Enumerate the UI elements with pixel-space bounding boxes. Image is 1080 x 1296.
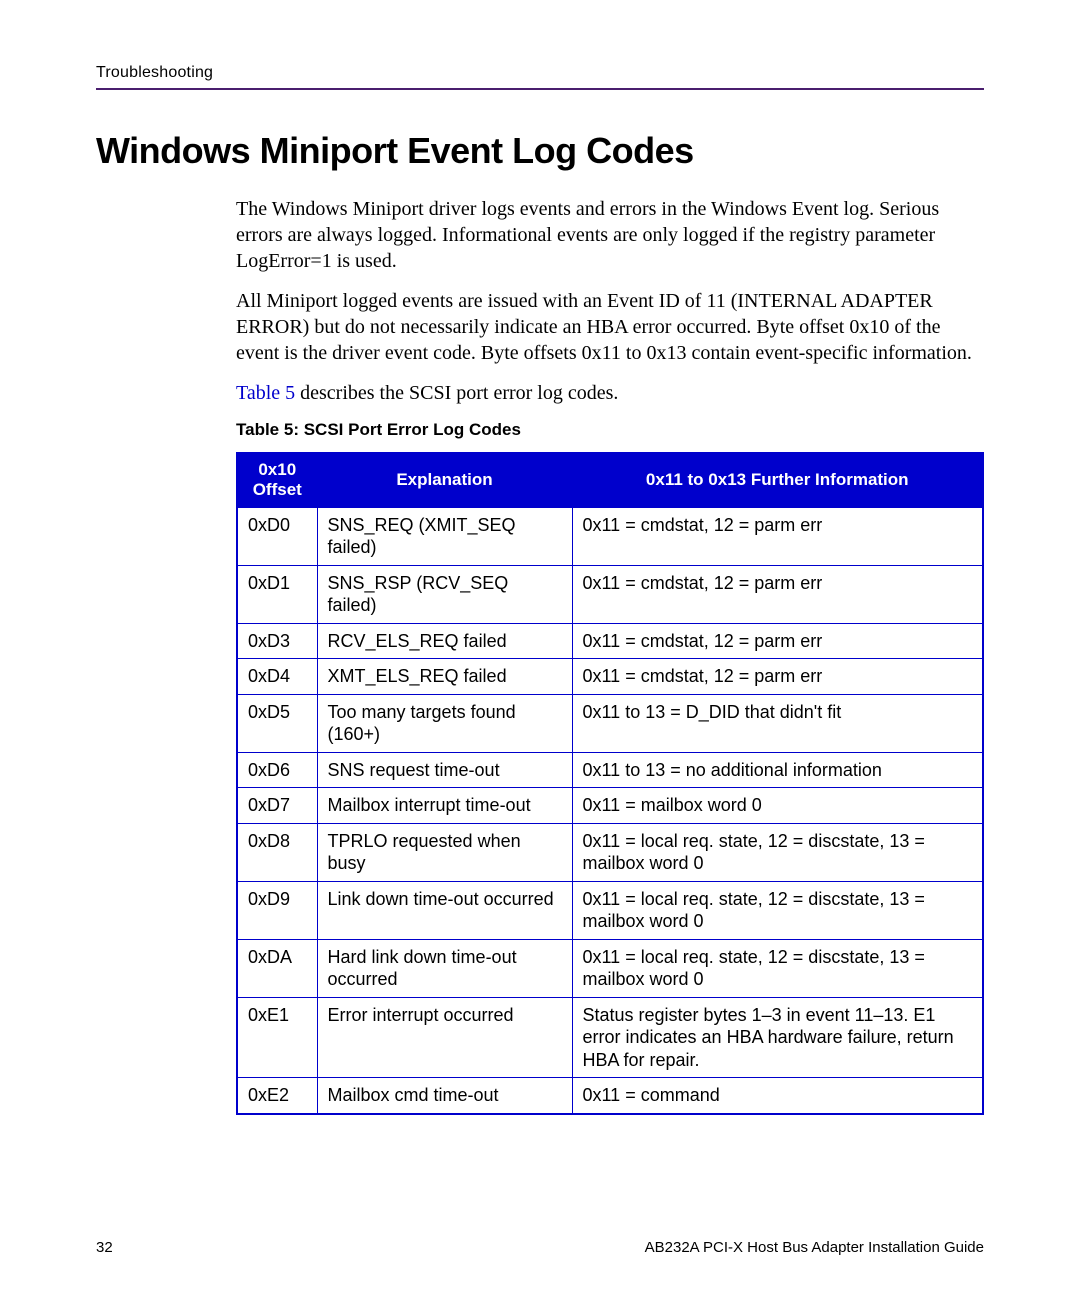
- cell-offset: 0xD5: [237, 694, 317, 752]
- cell-explanation: TPRLO requested when busy: [317, 823, 572, 881]
- cell-offset: 0xDA: [237, 939, 317, 997]
- cell-explanation: RCV_ELS_REQ failed: [317, 623, 572, 659]
- cell-info: 0x11 = local req. state, 12 = discstate,…: [572, 939, 983, 997]
- cell-offset: 0xD8: [237, 823, 317, 881]
- col-header-explanation: Explanation: [317, 453, 572, 507]
- table-row: 0xD6SNS request time-out0x11 to 13 = no …: [237, 752, 983, 788]
- cell-explanation: Error interrupt occurred: [317, 997, 572, 1078]
- table-caption: Table 5: SCSI Port Error Log Codes: [236, 420, 984, 440]
- cell-info: 0x11 = command: [572, 1078, 983, 1114]
- table-row: 0xD4XMT_ELS_REQ failed0x11 = cmdstat, 12…: [237, 659, 983, 695]
- cell-info: 0x11 = local req. state, 12 = discstate,…: [572, 823, 983, 881]
- table-header-row: 0x10 Offset Explanation 0x11 to 0x13 Fur…: [237, 453, 983, 507]
- cell-explanation: Mailbox cmd time-out: [317, 1078, 572, 1114]
- cell-offset: 0xD7: [237, 788, 317, 824]
- cell-explanation: Link down time-out occurred: [317, 881, 572, 939]
- table-row: 0xE2Mailbox cmd time-out0x11 = command: [237, 1078, 983, 1114]
- table-row: 0xDAHard link down time-out occurred0x11…: [237, 939, 983, 997]
- cell-offset: 0xE1: [237, 997, 317, 1078]
- cell-offset: 0xD6: [237, 752, 317, 788]
- page-footer: 32 AB232A PCI-X Host Bus Adapter Install…: [96, 1239, 984, 1256]
- paragraph-2: All Miniport logged events are issued wi…: [236, 288, 984, 366]
- cell-info: 0x11 to 13 = D_DID that didn't fit: [572, 694, 983, 752]
- table-row: 0xE1Error interrupt occurredStatus regis…: [237, 997, 983, 1078]
- cell-info: 0x11 = cmdstat, 12 = parm err: [572, 507, 983, 565]
- col-header-info: 0x11 to 0x13 Further Information: [572, 453, 983, 507]
- cell-explanation: SNS_REQ (XMIT_SEQ failed): [317, 507, 572, 565]
- cell-offset: 0xE2: [237, 1078, 317, 1114]
- page-header: Troubleshooting: [96, 64, 984, 90]
- paragraph-3-rest: describes the SCSI port error log codes.: [295, 382, 618, 404]
- page-title: Windows Miniport Event Log Codes: [96, 130, 984, 172]
- table-row: 0xD0SNS_REQ (XMIT_SEQ failed)0x11 = cmds…: [237, 507, 983, 565]
- cell-info: 0x11 = local req. state, 12 = discstate,…: [572, 881, 983, 939]
- cell-info: 0x11 = cmdstat, 12 = parm err: [572, 623, 983, 659]
- paragraph-1: The Windows Miniport driver logs events …: [236, 196, 984, 274]
- table-row: 0xD8TPRLO requested when busy0x11 = loca…: [237, 823, 983, 881]
- cell-offset: 0xD0: [237, 507, 317, 565]
- col-header-offset: 0x10 Offset: [237, 453, 317, 507]
- error-codes-table: 0x10 Offset Explanation 0x11 to 0x13 Fur…: [236, 452, 984, 1115]
- cell-info: 0x11 = cmdstat, 12 = parm err: [572, 565, 983, 623]
- table-row: 0xD9Link down time-out occurred0x11 = lo…: [237, 881, 983, 939]
- cell-explanation: SNS_RSP (RCV_SEQ failed): [317, 565, 572, 623]
- cell-offset: 0xD1: [237, 565, 317, 623]
- cell-explanation: XMT_ELS_REQ failed: [317, 659, 572, 695]
- cell-offset: 0xD3: [237, 623, 317, 659]
- cell-offset: 0xD9: [237, 881, 317, 939]
- page-number: 32: [96, 1239, 113, 1256]
- cell-explanation: Hard link down time-out occurred: [317, 939, 572, 997]
- cell-explanation: SNS request time-out: [317, 752, 572, 788]
- col-header-offset-l2: Offset: [253, 480, 302, 499]
- col-header-offset-l1: 0x10: [258, 460, 296, 479]
- table-row: 0xD1SNS_RSP (RCV_SEQ failed)0x11 = cmdst…: [237, 565, 983, 623]
- table-row: 0xD7Mailbox interrupt time-out0x11 = mai…: [237, 788, 983, 824]
- cell-info: 0x11 = mailbox word 0: [572, 788, 983, 824]
- table-row: 0xD5Too many targets found (160+)0x11 to…: [237, 694, 983, 752]
- cell-info: Status register bytes 1–3 in event 11–13…: [572, 997, 983, 1078]
- cell-info: 0x11 to 13 = no additional information: [572, 752, 983, 788]
- section-label: Troubleshooting: [96, 64, 984, 82]
- main-content: The Windows Miniport driver logs events …: [96, 196, 984, 1115]
- cell-info: 0x11 = cmdstat, 12 = parm err: [572, 659, 983, 695]
- cell-explanation: Mailbox interrupt time-out: [317, 788, 572, 824]
- paragraph-3: Table 5 describes the SCSI port error lo…: [236, 380, 984, 406]
- cell-offset: 0xD4: [237, 659, 317, 695]
- table-reference-link[interactable]: Table 5: [236, 382, 295, 404]
- table-row: 0xD3RCV_ELS_REQ failed0x11 = cmdstat, 12…: [237, 623, 983, 659]
- document-title: AB232A PCI-X Host Bus Adapter Installati…: [645, 1239, 984, 1256]
- cell-explanation: Too many targets found (160+): [317, 694, 572, 752]
